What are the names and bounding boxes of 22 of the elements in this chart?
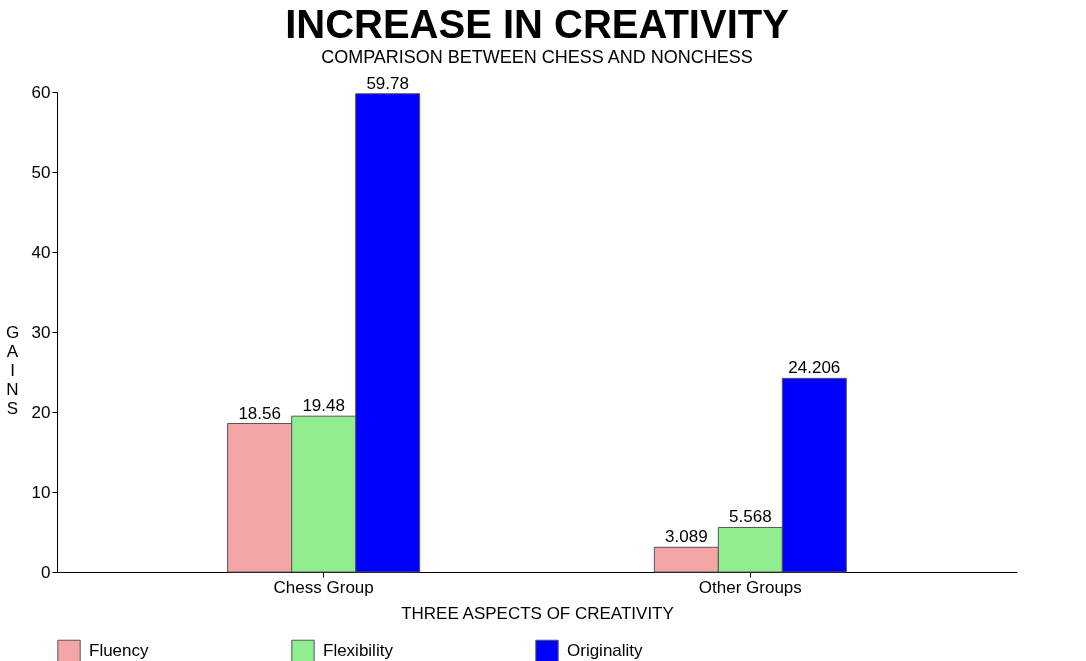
- y-tick-label: 40: [31, 242, 51, 262]
- data-label: 59.78: [366, 73, 409, 93]
- chart-subtitle: COMPARISON BETWEEN CHESS AND NONCHESS: [321, 46, 753, 67]
- legend-label: Originality: [567, 641, 644, 661]
- x-tick-label: Other Groups: [698, 577, 802, 597]
- x-tick-label: Chess Group: [273, 577, 374, 597]
- x-axis-title: THREE ASPECTS OF CREATIVITY: [401, 603, 674, 623]
- data-label: 24.206: [788, 358, 841, 378]
- y-tick-label: 0: [41, 562, 51, 582]
- y-tick-label: 30: [31, 322, 51, 342]
- y-tick-label: 20: [31, 402, 51, 422]
- data-label: 18.56: [238, 403, 281, 423]
- data-label: 3.089: [665, 527, 708, 547]
- legend-label: Fluency: [89, 641, 150, 661]
- y-tick-label: 10: [31, 482, 51, 502]
- chart-title: INCREASE IN CREATIVITY: [285, 1, 790, 46]
- data-label: 5.568: [729, 507, 772, 527]
- legend-label: Flexibility: [323, 641, 394, 661]
- y-axis-title: GAINS: [5, 322, 20, 418]
- data-label: 19.48: [302, 396, 345, 416]
- y-tick-label: 50: [31, 162, 51, 182]
- y-tick-label: 60: [31, 82, 51, 102]
